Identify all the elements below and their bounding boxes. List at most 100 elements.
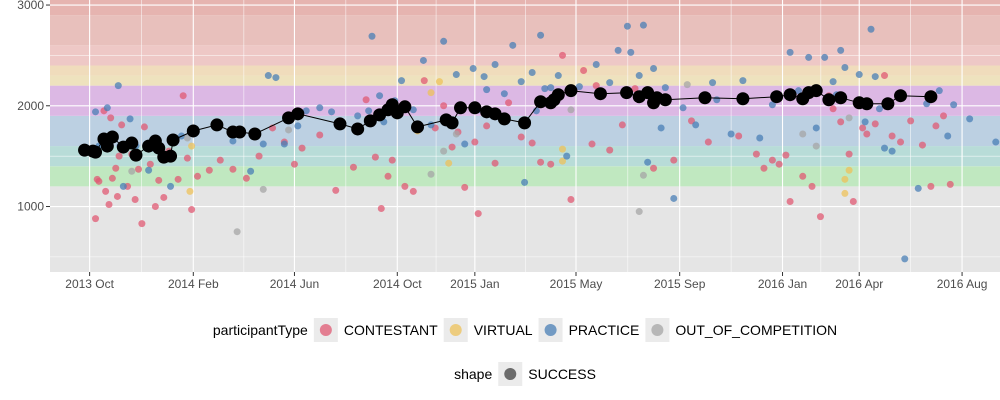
practice-point (881, 144, 889, 152)
success-point (89, 145, 103, 159)
legend-label-virtual: VIRTUAL (474, 322, 533, 338)
success-point (518, 116, 532, 130)
contestant-point (871, 120, 879, 128)
practice-point (657, 124, 665, 132)
contestant-point (537, 158, 545, 166)
x-tick-label: 2015 Sep (654, 277, 706, 291)
contestant-point (188, 206, 196, 214)
contestant-point (420, 77, 428, 85)
contestant-point (567, 195, 575, 203)
contestant-point (907, 117, 915, 125)
contestant-point (799, 172, 807, 180)
legend-swatch-practice (544, 324, 557, 336)
x-tick-label: 2015 Jan (450, 277, 499, 291)
contestant-point (384, 172, 392, 180)
practice-point (901, 255, 909, 263)
contestant-point (316, 131, 324, 139)
practice-point (867, 25, 875, 33)
legend-swatch-success (504, 368, 517, 380)
legend-label-contestant: CONTESTANT (344, 322, 438, 338)
y-axis: 1000 2000 3000 (17, 0, 50, 214)
practice-point (368, 32, 376, 40)
contestant-point (897, 138, 905, 146)
success-point (164, 149, 178, 163)
practice-point (692, 121, 700, 129)
out-of-competition-point (259, 185, 267, 193)
practice-point (145, 166, 153, 174)
contestant-point (388, 156, 396, 164)
contestant-point (927, 182, 935, 190)
out-of-competition-point (639, 171, 647, 179)
contestant-point (216, 156, 224, 164)
x-tick-label: 2016 Aug (937, 277, 988, 291)
contestant-point (631, 85, 639, 93)
contestant-point (888, 132, 896, 140)
contestant-point (592, 82, 600, 90)
success-point (210, 118, 224, 132)
virtual-point (445, 159, 453, 167)
practice-point (627, 48, 635, 56)
out-of-competition-point (285, 126, 293, 134)
practice-point (837, 46, 845, 54)
practice-point (126, 115, 134, 123)
success-point (534, 95, 548, 109)
success-point (620, 86, 634, 100)
practice-point (944, 132, 952, 140)
contestant-point (194, 172, 202, 180)
practice-point (855, 71, 863, 79)
practice-point (541, 85, 549, 93)
practice-point (427, 121, 435, 129)
contestant-point (752, 150, 760, 158)
legend-label-success: SUCCESS (528, 366, 596, 382)
contestant-point (559, 51, 567, 59)
practice-point (829, 78, 837, 86)
success-point (248, 127, 262, 141)
success-point (698, 91, 712, 105)
legend-swatch-out-of-competition (651, 324, 664, 336)
practice-point (861, 118, 869, 126)
success-point (497, 112, 511, 126)
rating-band-2900-3050 (50, 0, 1000, 16)
success-series (78, 84, 938, 164)
contestant-point (205, 166, 213, 174)
success-point (129, 148, 143, 162)
contestant-point (371, 153, 379, 161)
practice-point (419, 56, 427, 64)
virtual-point (559, 145, 567, 153)
practice-point (114, 82, 122, 90)
practice-point (786, 48, 794, 56)
contestant-point (946, 180, 954, 188)
contestant-point (768, 156, 776, 164)
x-tick-label: 2015 May (550, 277, 603, 291)
success-point (411, 120, 425, 134)
practice-point (272, 74, 280, 82)
contestant-point (735, 132, 743, 140)
practice-point (480, 73, 488, 81)
virtual-point (188, 142, 196, 150)
contestant-point (704, 138, 712, 146)
practice-point (103, 104, 111, 112)
contestant-point (483, 122, 491, 130)
contestant-point (606, 146, 614, 154)
practice-point (805, 53, 813, 61)
legend-participant-type: participantType CONTESTANT VIRTUAL PRACTICE… (213, 318, 837, 342)
success-point (834, 91, 848, 105)
practice-point (812, 124, 820, 132)
out-of-competition-point (567, 106, 575, 114)
practice-point (950, 101, 958, 109)
success-point (564, 84, 578, 98)
contestant-point (95, 177, 103, 185)
practice-point (469, 65, 477, 73)
practice-point (376, 92, 384, 100)
success-point (445, 116, 459, 130)
practice-point (935, 87, 943, 95)
contestant-point (155, 176, 163, 184)
contestant-point (135, 165, 143, 173)
contestant-point (580, 67, 588, 75)
practice-point (440, 37, 448, 45)
contestant-point (528, 139, 536, 147)
virtual-point (186, 187, 194, 195)
virtual-point (559, 157, 567, 165)
contestant-point (440, 102, 448, 110)
